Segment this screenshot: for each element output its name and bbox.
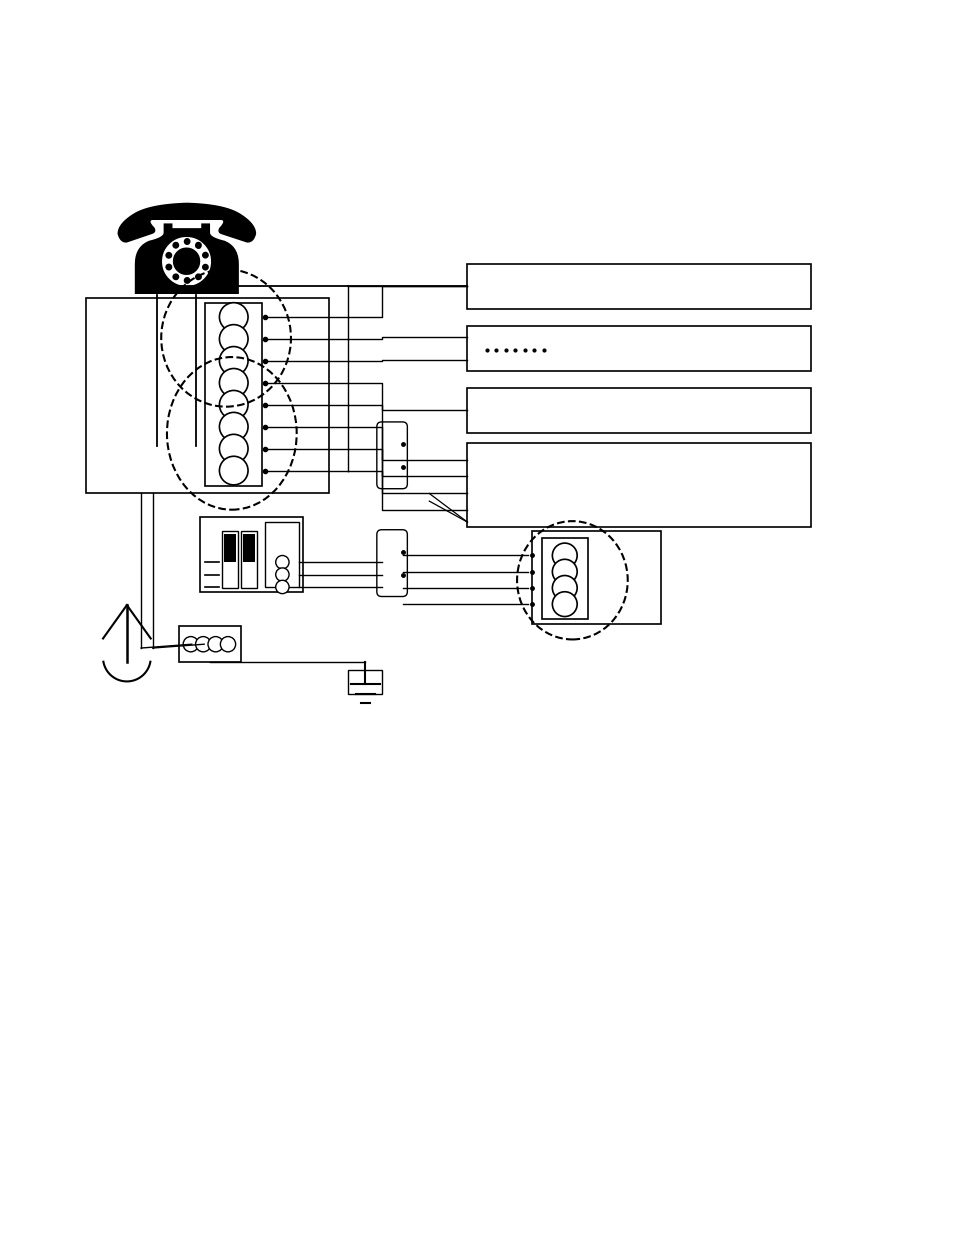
Circle shape <box>219 456 248 485</box>
Bar <box>179 626 241 662</box>
Circle shape <box>552 543 577 568</box>
Circle shape <box>208 636 223 652</box>
Circle shape <box>219 390 248 419</box>
Bar <box>265 522 298 587</box>
Bar <box>467 388 810 433</box>
Bar <box>205 303 262 485</box>
Circle shape <box>219 303 248 331</box>
Bar <box>224 534 235 562</box>
Circle shape <box>275 556 289 569</box>
Bar <box>467 326 810 372</box>
Text: ☎: ☎ <box>108 199 264 320</box>
Circle shape <box>552 592 577 616</box>
Circle shape <box>219 435 248 463</box>
Circle shape <box>219 325 248 353</box>
Circle shape <box>275 580 289 594</box>
Bar <box>467 263 810 309</box>
Circle shape <box>219 412 248 441</box>
Bar <box>86 298 329 494</box>
Circle shape <box>219 347 248 375</box>
Circle shape <box>195 636 211 652</box>
Circle shape <box>275 568 289 582</box>
Bar <box>241 531 256 588</box>
Circle shape <box>183 636 198 652</box>
FancyBboxPatch shape <box>376 422 407 489</box>
Bar <box>348 669 381 694</box>
Bar <box>467 443 810 527</box>
Bar <box>532 531 660 624</box>
Circle shape <box>552 576 577 600</box>
Bar <box>200 517 303 592</box>
Circle shape <box>552 559 577 584</box>
Bar <box>541 538 587 620</box>
Bar <box>222 531 237 588</box>
FancyBboxPatch shape <box>376 530 407 597</box>
Bar <box>243 534 254 562</box>
Circle shape <box>220 636 235 652</box>
Circle shape <box>219 368 248 398</box>
